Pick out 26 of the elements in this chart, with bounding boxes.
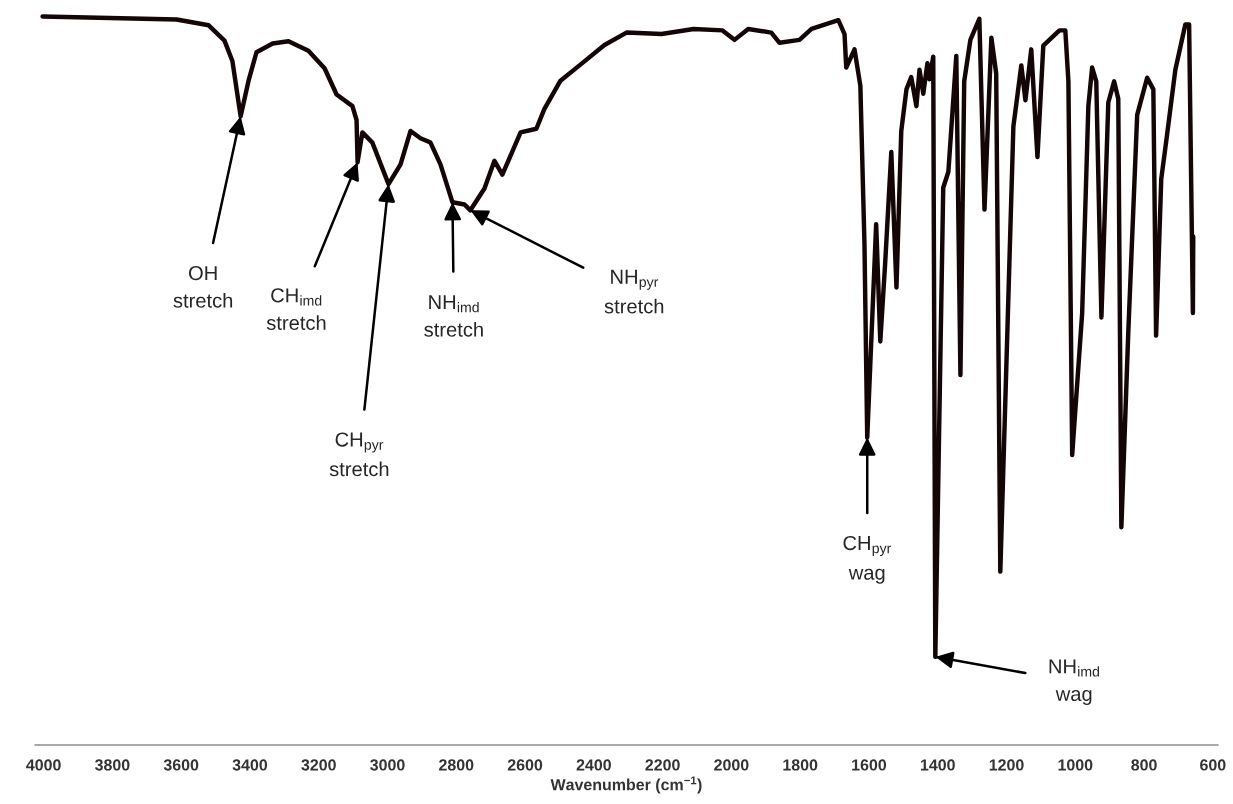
- x-tick-label: 1200: [989, 759, 1024, 771]
- annotation: OH stretch: [173, 265, 233, 308]
- x-tick-label: 2000: [714, 759, 749, 771]
- x-tick-label: 800: [1131, 759, 1157, 771]
- x-tick-label: 1400: [920, 759, 955, 771]
- x-tick-label: 4000: [26, 759, 61, 771]
- x-axis-title: Wavenumber (cm$^{−1}$): [550, 776, 702, 794]
- x-tick-label: 3600: [163, 759, 199, 771]
- x-tick-label: 600: [1200, 759, 1226, 771]
- x-tick-label: 3800: [94, 759, 130, 771]
- x-tick-label: 3400: [232, 759, 268, 771]
- annotation: NH$_{imd}$ wag: [1049, 659, 1100, 706]
- x-tick-label: 2200: [645, 759, 680, 771]
- x-tick-label: 2400: [576, 759, 611, 771]
- x-tick-label: 3200: [301, 759, 336, 771]
- annotation: CH$_{pyr}$ stretch: [329, 432, 389, 477]
- annotation: CH$_{imd}$ stretch: [266, 288, 326, 331]
- annotation: CH$_{pyr}$ wag: [843, 535, 892, 584]
- annotation: NH$_{pyr}$ stretch: [604, 269, 664, 314]
- x-tick-label: 2800: [439, 759, 474, 771]
- x-tick-label: 1600: [852, 759, 887, 771]
- x-tick-label: 2600: [507, 759, 543, 771]
- x-tick-label: 1800: [783, 759, 818, 771]
- x-tick-label: 3000: [370, 759, 405, 771]
- annotation: NH$_{imd}$ stretch: [424, 295, 483, 337]
- x-tick-label: 1000: [1058, 759, 1093, 771]
